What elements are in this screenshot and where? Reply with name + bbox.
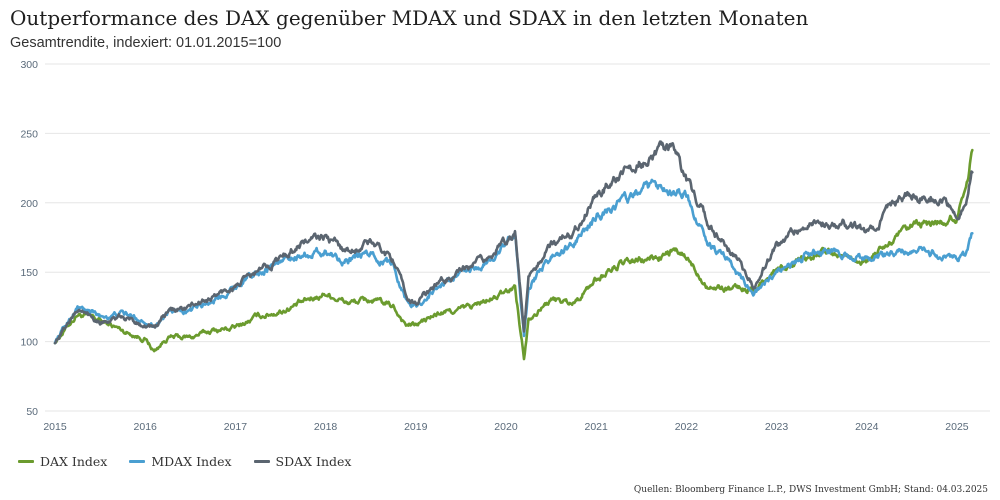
x-tick-label: 2023 (765, 421, 789, 433)
y-tick-label: 50 (26, 406, 38, 418)
legend-item-dax: DAX Index (18, 454, 107, 469)
x-tick-label: 2021 (584, 421, 608, 433)
series-line-sdax-index (53, 140, 974, 345)
x-tick-label: 2015 (43, 421, 67, 433)
legend-swatch-dax (18, 460, 34, 463)
x-tick-label: 2025 (945, 421, 969, 433)
x-tick-label: 2022 (675, 421, 699, 433)
legend-label-mdax: MDAX Index (151, 454, 232, 469)
y-tick-label: 200 (20, 198, 38, 210)
y-tick-label: 300 (20, 59, 38, 71)
series-line-mdax-index (53, 178, 974, 345)
series-line-dax-index (53, 148, 974, 361)
legend-label-sdax: SDAX Index (275, 454, 352, 469)
chart-title: Outperformance des DAX gegenüber MDAX un… (10, 6, 809, 30)
x-tick-label: 2020 (494, 421, 518, 433)
legend: DAX Index MDAX Index SDAX Index (18, 454, 351, 469)
chart-subtitle: Gesamtrendite, indexiert: 01.01.2015=100 (10, 35, 282, 51)
y-tick-label: 150 (20, 267, 38, 279)
grid-lines (45, 63, 990, 412)
y-tick-label: 100 (20, 337, 38, 349)
x-tick-label: 2017 (224, 421, 248, 433)
x-axis-ticks: 2015 2016 2017 2018 2019 2020 2021 2022 2023 2024… (43, 421, 968, 433)
legend-label-dax: DAX Index (40, 454, 108, 469)
legend-swatch-mdax (129, 460, 146, 463)
series-lines (53, 140, 974, 361)
x-tick-label: 2024 (855, 421, 879, 433)
legend-item-mdax: MDAX Index (129, 454, 232, 469)
x-tick-label: 2018 (314, 421, 338, 433)
x-tick-label: 2016 (134, 421, 158, 433)
y-axis-ticks: 50 100 150 200 250 300 (20, 59, 38, 418)
x-tick-label: 2019 (404, 421, 428, 433)
legend-item-sdax: SDAX Index (253, 454, 352, 469)
y-tick-label: 250 (20, 128, 38, 140)
source-note: Quellen: Bloomberg Finance L.P., DWS Inv… (633, 485, 988, 495)
legend-swatch-sdax (253, 460, 270, 463)
